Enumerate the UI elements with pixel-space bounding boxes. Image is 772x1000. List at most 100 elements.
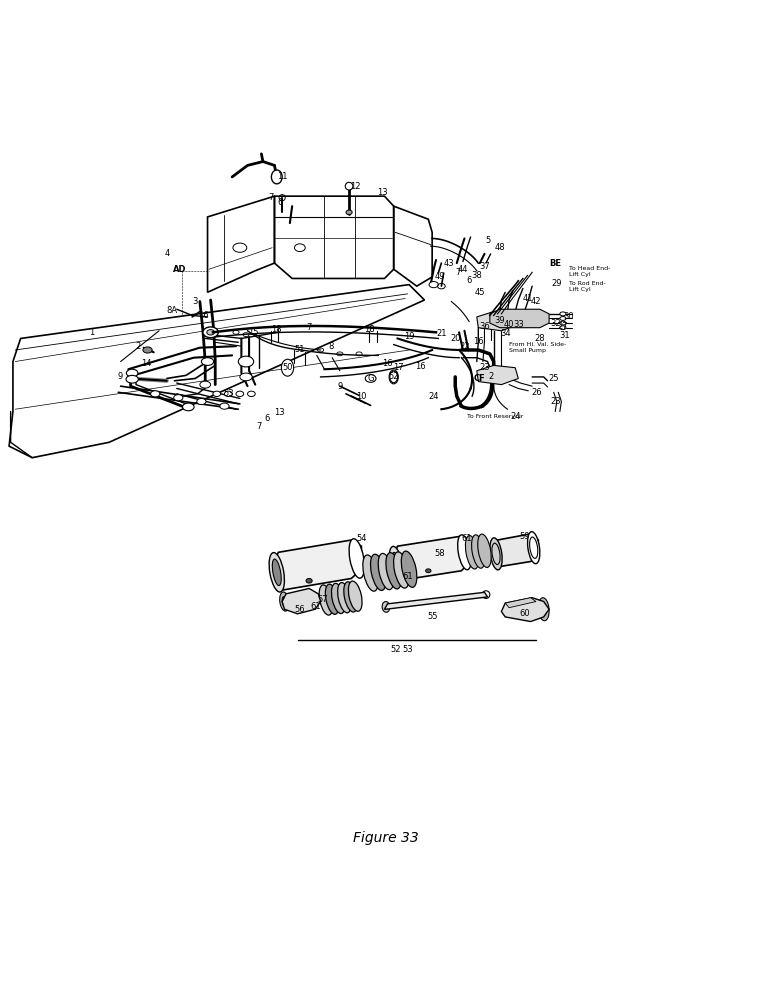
Polygon shape <box>477 312 518 331</box>
Text: 33: 33 <box>513 320 523 329</box>
Text: 29: 29 <box>551 279 562 288</box>
Ellipse shape <box>560 326 566 330</box>
Ellipse shape <box>233 243 247 252</box>
Ellipse shape <box>337 583 351 613</box>
Ellipse shape <box>213 391 221 397</box>
Ellipse shape <box>538 598 549 621</box>
Text: 7: 7 <box>306 323 312 332</box>
Ellipse shape <box>478 534 491 567</box>
Text: 5: 5 <box>485 236 490 245</box>
Ellipse shape <box>394 552 409 588</box>
Text: 36: 36 <box>479 322 490 331</box>
Ellipse shape <box>390 371 398 383</box>
Ellipse shape <box>466 536 479 569</box>
Ellipse shape <box>386 553 401 589</box>
Text: Figure 33: Figure 33 <box>353 831 419 845</box>
Text: 44: 44 <box>458 265 468 274</box>
Text: 39: 39 <box>495 316 505 325</box>
Text: G: G <box>367 374 374 383</box>
Ellipse shape <box>248 391 256 397</box>
Text: BE: BE <box>549 259 561 268</box>
Polygon shape <box>490 309 549 328</box>
Ellipse shape <box>269 553 284 592</box>
Text: 10: 10 <box>356 392 367 401</box>
Ellipse shape <box>527 532 540 564</box>
Text: 22: 22 <box>459 342 469 351</box>
Ellipse shape <box>273 559 281 586</box>
Ellipse shape <box>201 358 214 365</box>
Polygon shape <box>493 534 538 567</box>
Text: 3: 3 <box>192 297 198 306</box>
Text: 60: 60 <box>519 609 530 618</box>
Text: AD: AD <box>173 265 187 274</box>
Ellipse shape <box>281 359 293 376</box>
Text: 45: 45 <box>475 288 485 297</box>
Text: 61: 61 <box>310 602 320 611</box>
Text: 25: 25 <box>548 374 559 383</box>
Ellipse shape <box>127 369 138 377</box>
Ellipse shape <box>560 321 566 325</box>
Text: 21: 21 <box>436 329 447 338</box>
Ellipse shape <box>233 330 239 334</box>
Ellipse shape <box>331 583 345 614</box>
Ellipse shape <box>382 602 390 612</box>
Text: 59: 59 <box>520 532 530 541</box>
Text: 37: 37 <box>479 262 490 271</box>
Text: 6: 6 <box>277 198 283 207</box>
Text: 16: 16 <box>473 337 483 346</box>
Ellipse shape <box>458 535 471 570</box>
Ellipse shape <box>279 592 290 611</box>
Text: 51: 51 <box>295 345 305 354</box>
Text: 27: 27 <box>557 322 568 331</box>
Ellipse shape <box>371 554 386 590</box>
Text: 40: 40 <box>504 320 514 329</box>
Text: 26: 26 <box>531 388 542 397</box>
Ellipse shape <box>389 546 403 581</box>
Text: 13: 13 <box>377 188 388 197</box>
Text: 7: 7 <box>268 193 273 202</box>
Ellipse shape <box>282 597 287 606</box>
Text: 38: 38 <box>472 271 482 280</box>
Text: To Head End-
Lift Cyl: To Head End- Lift Cyl <box>569 266 611 277</box>
Text: 48: 48 <box>495 243 505 252</box>
Ellipse shape <box>425 569 431 573</box>
Text: 7: 7 <box>256 422 262 431</box>
Ellipse shape <box>472 535 485 568</box>
Text: 52: 52 <box>390 645 401 654</box>
Ellipse shape <box>482 591 490 598</box>
Ellipse shape <box>345 182 353 190</box>
Ellipse shape <box>365 375 376 382</box>
Text: 9: 9 <box>118 372 124 381</box>
Ellipse shape <box>349 539 364 578</box>
Text: 24: 24 <box>510 412 520 421</box>
Text: 8: 8 <box>328 342 334 351</box>
Ellipse shape <box>325 584 339 614</box>
Text: 24: 24 <box>428 392 439 401</box>
Text: 13: 13 <box>275 408 285 417</box>
Ellipse shape <box>294 244 305 252</box>
Text: 49: 49 <box>435 272 445 281</box>
Ellipse shape <box>306 578 312 583</box>
Text: 16: 16 <box>415 362 426 371</box>
Text: 41: 41 <box>523 294 533 303</box>
Polygon shape <box>282 588 320 614</box>
Text: 6: 6 <box>264 414 269 423</box>
Polygon shape <box>384 592 488 609</box>
Ellipse shape <box>401 551 417 587</box>
Ellipse shape <box>126 375 138 383</box>
Text: 17: 17 <box>393 363 404 372</box>
Text: 8A: 8A <box>167 306 178 315</box>
Polygon shape <box>275 540 361 591</box>
Ellipse shape <box>363 555 378 591</box>
Ellipse shape <box>560 317 566 320</box>
Text: 9: 9 <box>337 382 343 391</box>
Text: 15: 15 <box>249 328 259 337</box>
Text: CF: CF <box>474 374 486 383</box>
Text: 18: 18 <box>272 325 282 334</box>
Ellipse shape <box>356 352 362 356</box>
Text: 50: 50 <box>283 363 293 372</box>
Ellipse shape <box>317 348 323 352</box>
Ellipse shape <box>337 352 343 356</box>
Ellipse shape <box>272 170 282 184</box>
Polygon shape <box>501 598 549 622</box>
